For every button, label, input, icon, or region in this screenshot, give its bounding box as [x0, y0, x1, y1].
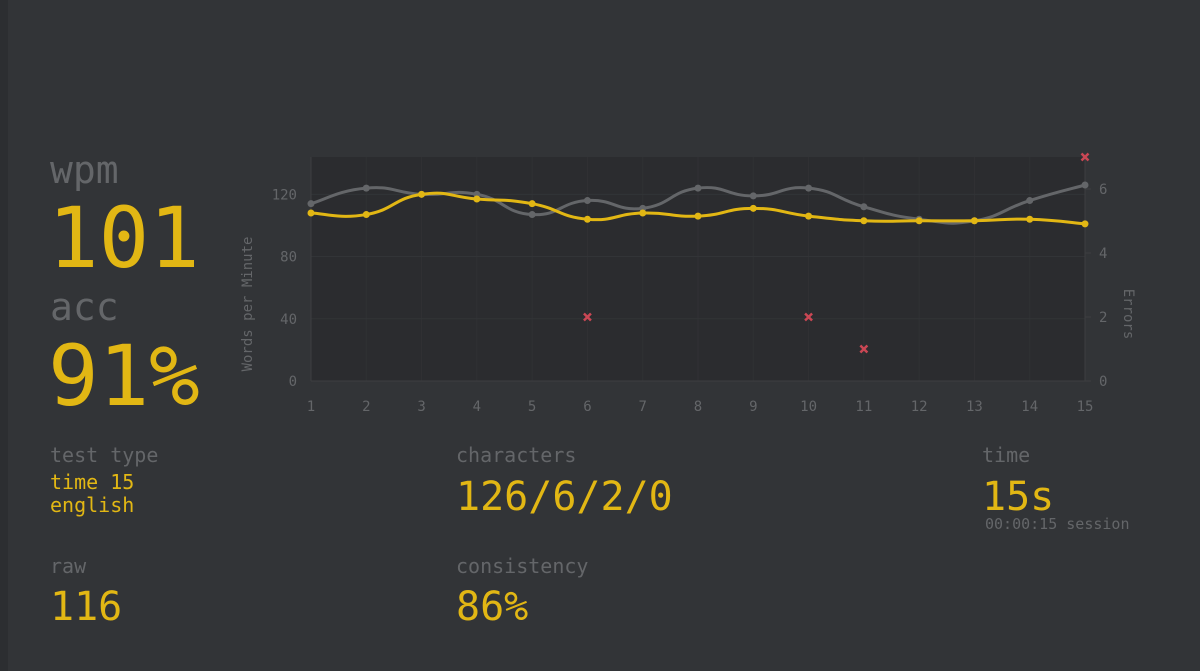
wpm-label: wpm [50, 148, 119, 192]
data-point [694, 184, 702, 192]
x-tick-label: 2 [362, 399, 370, 415]
data-point [307, 200, 315, 208]
data-point [639, 209, 647, 217]
error-marker [804, 312, 813, 322]
data-point [970, 217, 978, 225]
wpm-value: 101 [48, 189, 200, 287]
x-tick-label: 10 [800, 399, 817, 415]
test-type-label: test type [50, 443, 158, 467]
y2-tick-label: 4 [1099, 246, 1107, 262]
raw-label: raw [50, 554, 87, 578]
y-tick-label: 40 [280, 312, 297, 328]
x-tick-label: 6 [583, 399, 591, 415]
data-point [583, 215, 591, 223]
data-point [749, 204, 757, 212]
data-point [805, 184, 813, 192]
data-point [1081, 181, 1089, 189]
x-tick-label: 1 [307, 399, 315, 415]
data-point [418, 190, 426, 198]
data-point [1081, 220, 1089, 228]
data-point [694, 212, 702, 220]
data-point [528, 200, 536, 208]
data-point [583, 197, 591, 205]
data-point [860, 203, 868, 211]
x-tick-label: 13 [966, 399, 983, 415]
y-tick-label: 0 [289, 374, 297, 390]
time-label: time [982, 443, 1030, 467]
y2-tick-label: 0 [1099, 374, 1107, 390]
side-border [0, 0, 8, 671]
data-point [860, 217, 868, 225]
error-marker [859, 344, 869, 354]
error-marker [583, 312, 592, 322]
data-point [362, 211, 370, 219]
acc-label: acc [50, 285, 119, 329]
y-axis-title: Words per Minute [240, 237, 256, 372]
y-tick-label: 80 [280, 250, 297, 266]
data-point [1026, 197, 1034, 205]
characters-label: characters [456, 443, 576, 467]
x-tick-label: 11 [855, 399, 872, 415]
x-tick-label: 4 [473, 399, 481, 415]
x-tick-label: 15 [1077, 399, 1094, 415]
session-time: 00:00:15 session [985, 515, 1130, 533]
data-point [307, 209, 315, 217]
x-tick-label: 7 [638, 399, 646, 415]
y2-axis-title: Errors [1120, 289, 1136, 340]
error-marker [1080, 152, 1090, 162]
data-point [915, 217, 923, 225]
y-tick-label: 120 [272, 187, 297, 203]
acc-value: 91% [48, 327, 200, 425]
time-value: 15s [982, 474, 1054, 520]
x-tick-label: 3 [417, 399, 425, 415]
test-type-line: english [50, 493, 134, 517]
x-tick-label: 14 [1021, 399, 1038, 415]
x-tick-label: 9 [749, 399, 757, 415]
data-point [805, 212, 813, 220]
characters-value: 126/6/2/0 [456, 474, 673, 520]
data-point [362, 184, 370, 192]
data-point [1026, 215, 1034, 223]
data-point [528, 211, 536, 219]
y2-tick-label: 6 [1099, 182, 1107, 198]
data-point [473, 195, 481, 203]
consistency-label: consistency [456, 554, 588, 578]
test-type-line: time 15 [50, 470, 134, 494]
consistency-value: 86% [456, 584, 528, 630]
x-tick-label: 8 [694, 399, 702, 415]
data-point [749, 192, 757, 200]
raw-value: 116 [50, 584, 122, 630]
x-tick-label: 12 [911, 399, 928, 415]
x-tick-label: 5 [528, 399, 536, 415]
y2-tick-label: 2 [1099, 310, 1107, 326]
